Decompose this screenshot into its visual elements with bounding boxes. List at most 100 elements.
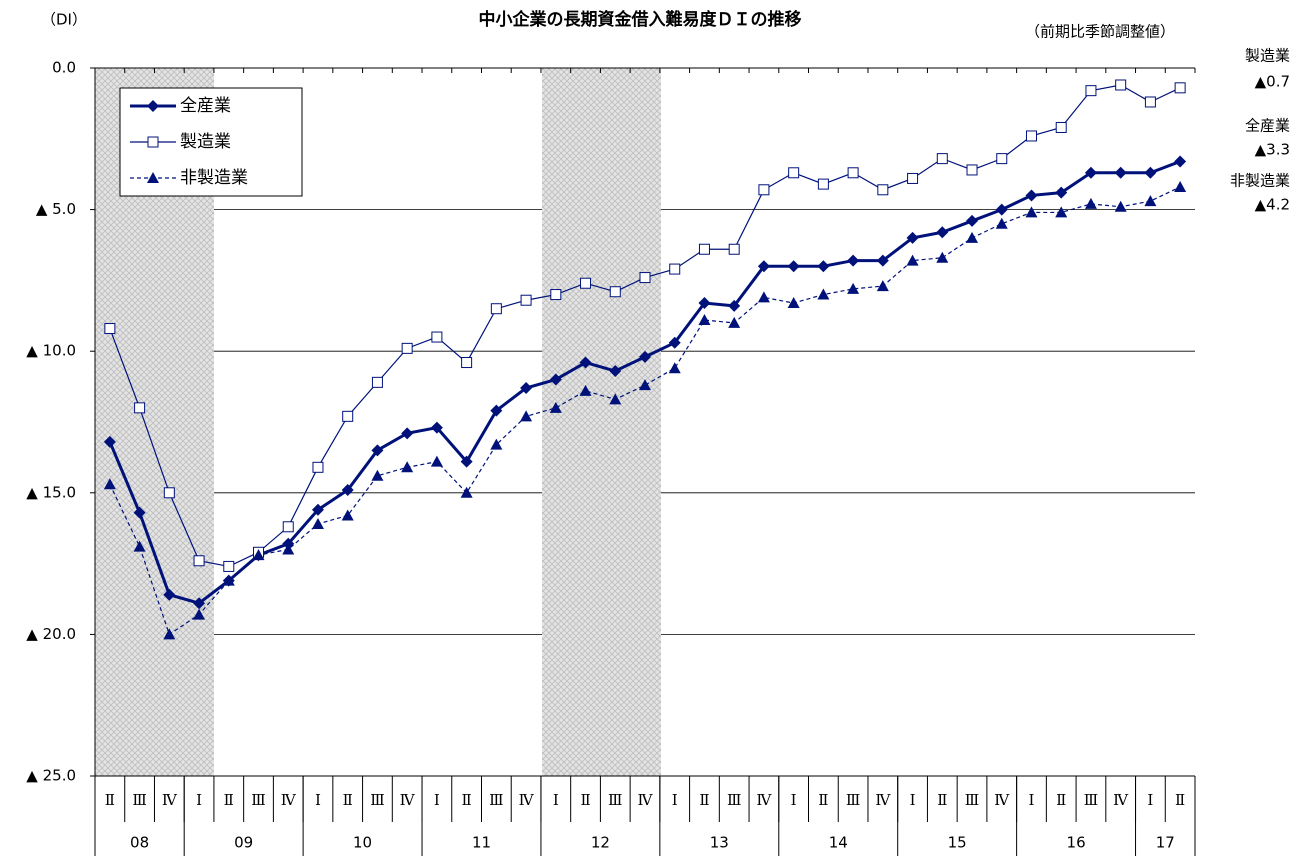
triangle-marker [163, 628, 176, 640]
legend-label: 非製造業 [180, 168, 248, 188]
diamond-marker [163, 588, 176, 601]
diamond-marker [147, 100, 159, 112]
diamond-marker [847, 254, 860, 267]
square-marker [698, 243, 710, 255]
x-tick-label: Ⅱ [343, 791, 353, 809]
x-tick-label: Ⅱ [580, 791, 590, 809]
triangle-marker [936, 251, 949, 263]
x-tick-label: Ⅳ [281, 791, 297, 809]
x-tick-label: Ⅳ [519, 791, 535, 809]
end-series-name: 製造業 [1245, 47, 1290, 65]
diamond-marker [520, 382, 533, 395]
triangle-marker [966, 231, 979, 243]
x-tick-label: Ⅰ [553, 791, 559, 809]
diamond-marker [698, 297, 711, 310]
y-tick-label: ▲ 5.0 [36, 200, 76, 218]
square-marker [877, 184, 889, 196]
x-tick-label: Ⅱ [1056, 791, 1066, 809]
square-marker [817, 178, 829, 190]
diamond-marker [401, 427, 414, 440]
square-marker [490, 303, 502, 315]
diamond-marker [817, 260, 830, 273]
diamond-marker [311, 503, 324, 516]
x-tick-label: Ⅱ [1175, 791, 1185, 809]
end-series-name: 非製造業 [1230, 172, 1290, 190]
x-tick-label: Ⅱ [224, 791, 234, 809]
triangle-marker [371, 469, 384, 481]
triangle-marker [668, 362, 681, 374]
diamond-marker [133, 506, 146, 519]
triangle-marker [876, 280, 889, 292]
chart-title: 中小企業の長期資金借入難易度ＤＩの推移 [479, 9, 802, 30]
triangle-marker [1144, 195, 1157, 207]
triangle-marker [341, 509, 354, 521]
x-tick-label: Ⅳ [400, 791, 416, 809]
square-marker [966, 164, 978, 176]
diamond-marker [1025, 189, 1038, 202]
x-tick-label: Ⅳ [162, 791, 178, 809]
subtitle: （前期比季節調整値） [1025, 23, 1175, 41]
triangle-marker [311, 517, 324, 529]
square-marker [431, 331, 443, 343]
x-tick-label: Ⅲ [608, 791, 622, 809]
triangle-marker [757, 291, 770, 303]
x-tick-label: Ⅰ [315, 791, 321, 809]
square-marker [520, 294, 532, 306]
x-group-label: 17 [1156, 834, 1175, 852]
x-tick-label: Ⅲ [965, 791, 979, 809]
x-tick-label: Ⅲ [846, 791, 860, 809]
legend-label: 製造業 [180, 132, 231, 152]
y-tick-label: ▲ 15.0 [26, 483, 76, 501]
x-tick-label: Ⅰ [791, 791, 797, 809]
square-marker [342, 410, 354, 422]
triangle-marker [906, 254, 919, 266]
square-marker [847, 167, 859, 179]
triangle-marker [1084, 197, 1097, 209]
x-tick-label: Ⅱ [105, 791, 115, 809]
x-group-label: 10 [353, 834, 372, 852]
diamond-marker [549, 373, 562, 386]
triangle-marker [549, 401, 562, 413]
triangle-marker [609, 393, 622, 405]
x-group-label: 13 [710, 834, 729, 852]
x-tick-label: Ⅰ [1147, 791, 1153, 809]
diamond-marker [430, 421, 443, 434]
square-marker [223, 560, 235, 572]
square-marker [639, 272, 651, 284]
diamond-marker [728, 299, 741, 312]
square-marker [193, 555, 205, 567]
diamond-marker [966, 214, 979, 227]
square-marker [936, 153, 948, 165]
diamond-marker [193, 597, 206, 610]
x-tick-label: Ⅲ [489, 791, 503, 809]
x-tick-label: Ⅲ [251, 791, 265, 809]
x-tick-label: Ⅰ [434, 791, 440, 809]
square-marker [788, 167, 800, 179]
x-group-label: 15 [948, 834, 967, 852]
end-labels: 全産業 ▲3.3 製造業 ▲0.7 非製造業 ▲4.2 [1230, 47, 1290, 214]
x-tick-label: Ⅳ [994, 791, 1010, 809]
square-marker [907, 172, 919, 184]
y-tick-label: 0.0 [52, 59, 76, 77]
x-tick-label: Ⅳ [638, 791, 654, 809]
square-marker [371, 376, 383, 388]
diamond-marker [579, 356, 592, 369]
diamond-marker [460, 455, 473, 468]
x-group-label: 14 [829, 834, 848, 852]
legend-label: 全産業 [180, 96, 231, 116]
end-value-label: ▲4.2 [1255, 196, 1290, 214]
triangle-marker [847, 282, 860, 294]
diamond-marker [787, 260, 800, 273]
x-tick-label: Ⅳ [875, 791, 891, 809]
triangle-marker [698, 314, 711, 326]
x-group-label: 16 [1067, 834, 1086, 852]
x-tick-label: Ⅲ [1084, 791, 1098, 809]
diamond-marker [757, 260, 770, 273]
square-marker [550, 289, 562, 301]
diamond-marker [876, 254, 889, 267]
end-series-name: 全産業 [1245, 117, 1290, 135]
